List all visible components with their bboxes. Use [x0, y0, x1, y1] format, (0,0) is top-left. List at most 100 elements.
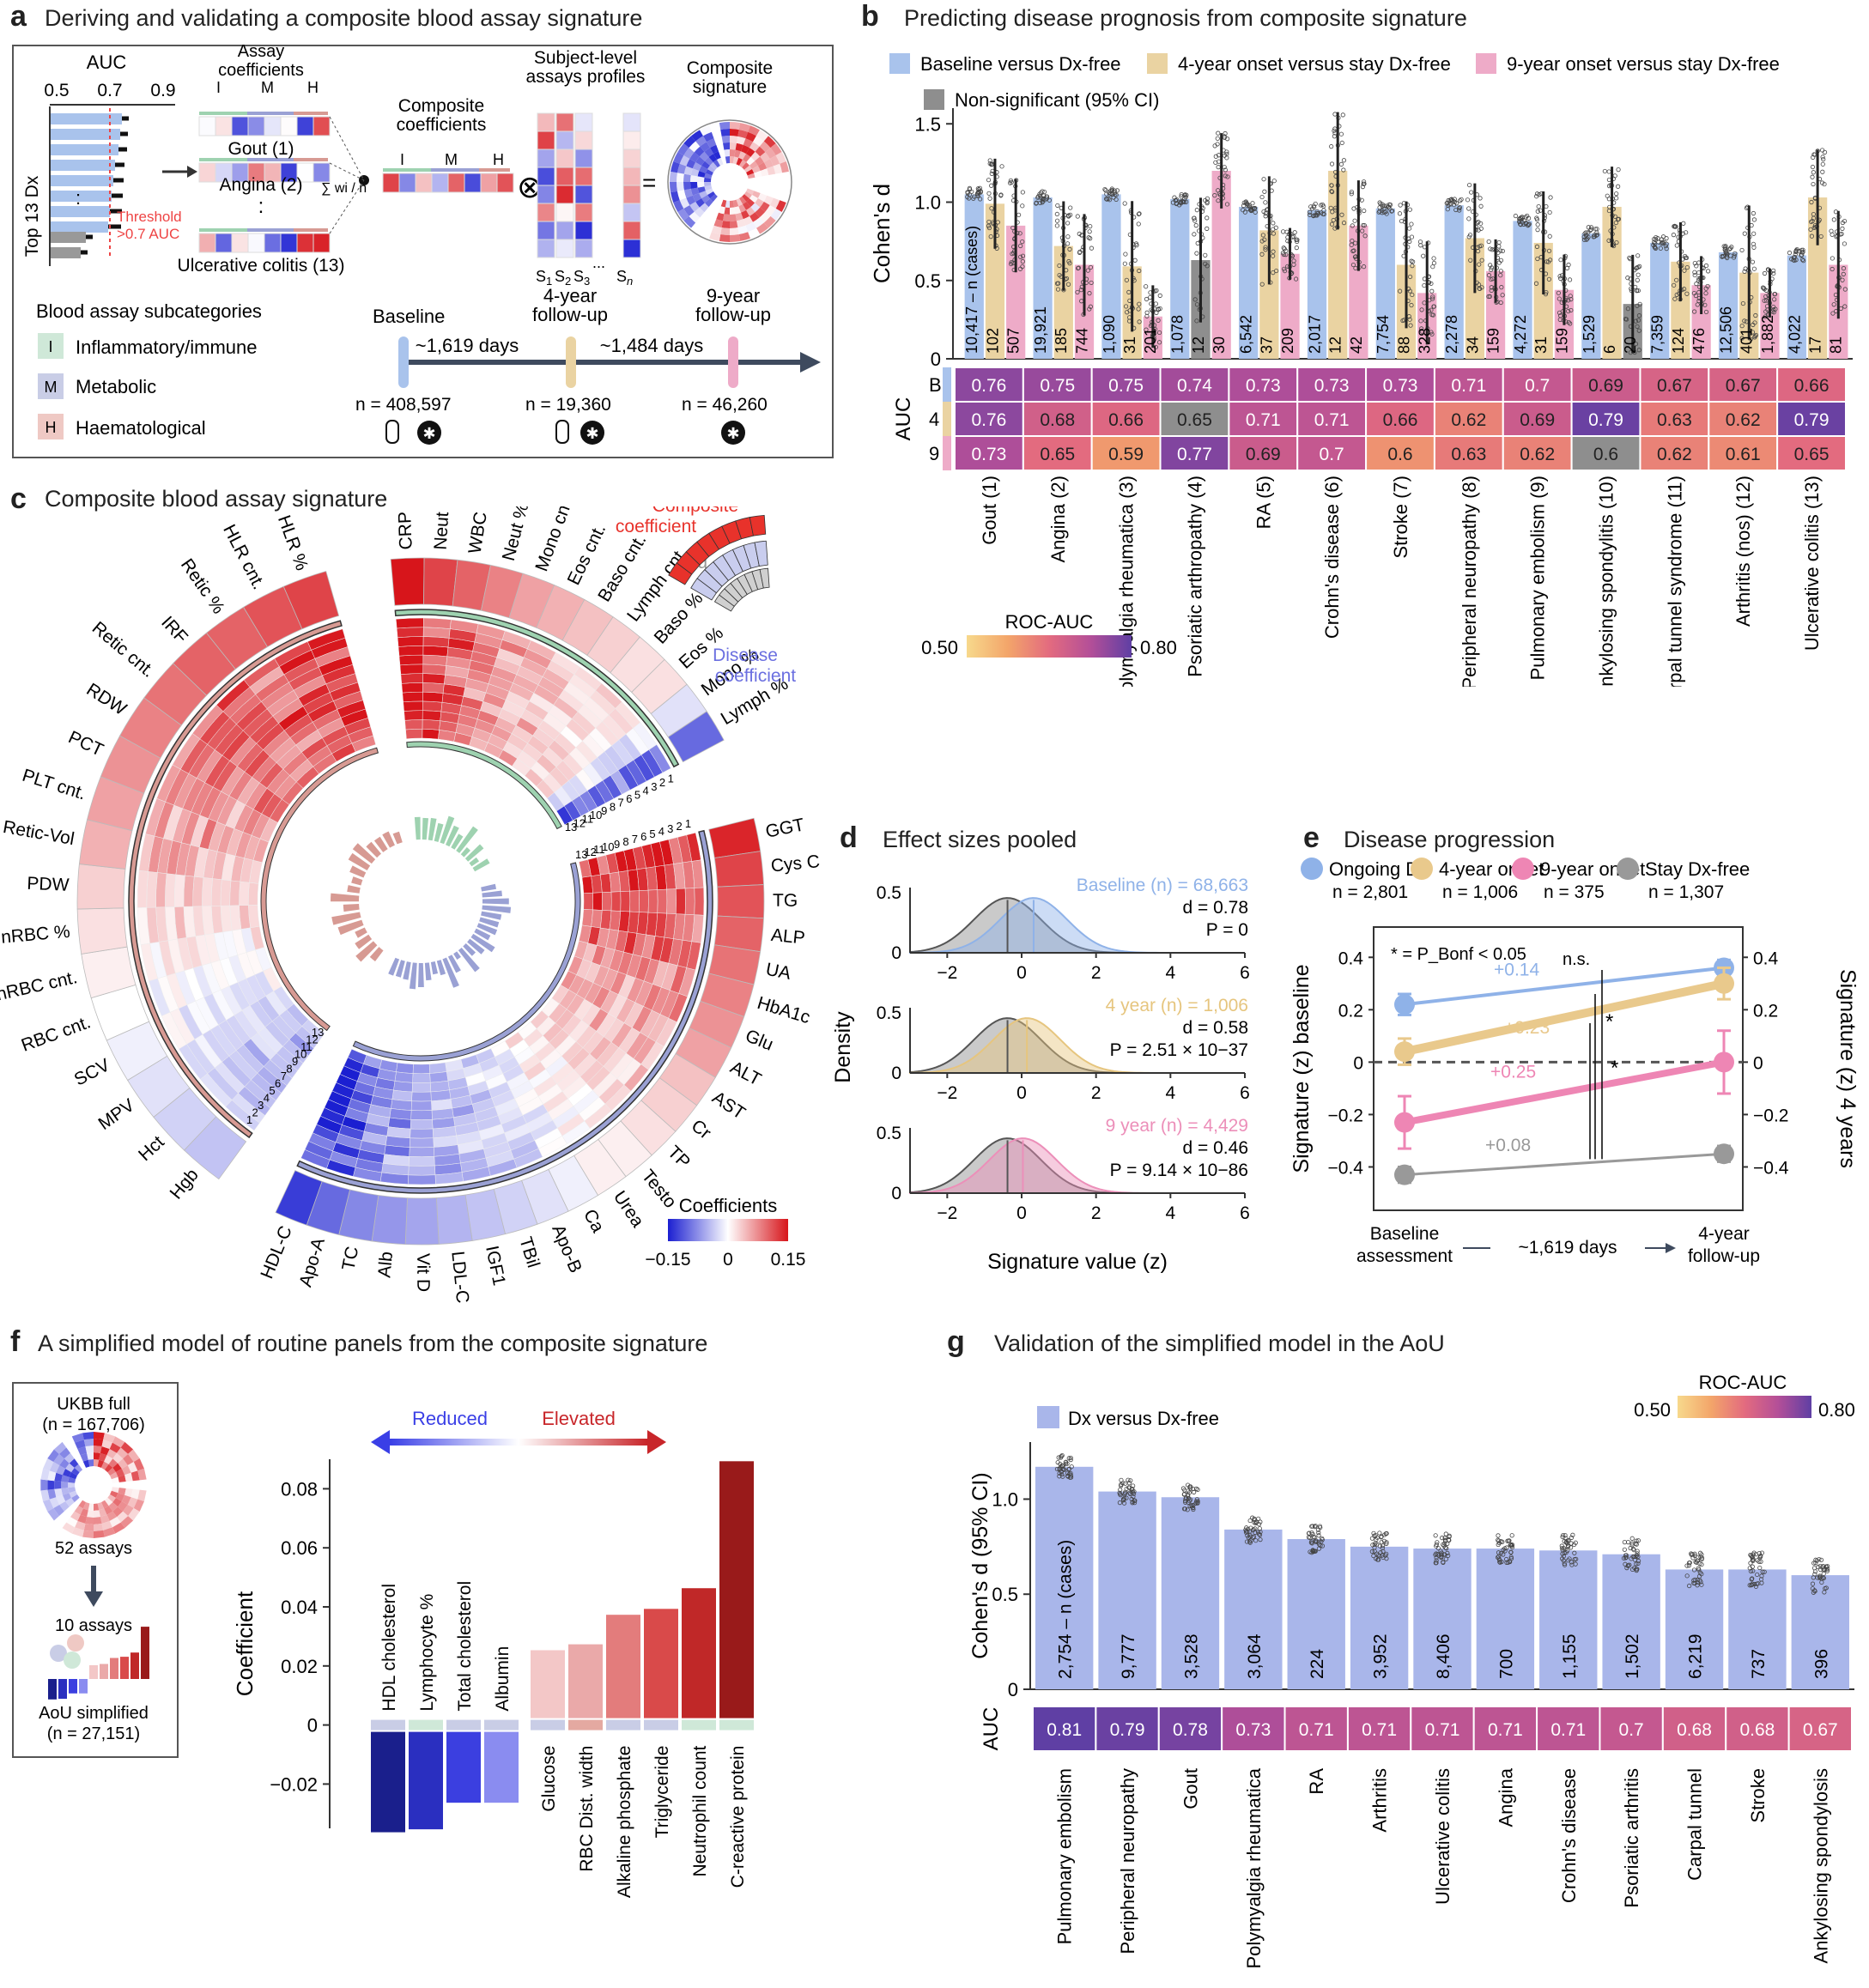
- thumbnail-cell: [742, 194, 749, 202]
- thumbnail-cell: [671, 161, 680, 173]
- thumbnail-cell: [763, 136, 776, 148]
- g-bootstrap-point: [1623, 1555, 1629, 1560]
- e-ylabel-right: Signature (z) 4 years: [1836, 969, 1860, 1168]
- b-auc-value: 0.73: [1246, 376, 1281, 396]
- auc-bar: [50, 221, 108, 233]
- c-group-band: [394, 609, 680, 768]
- b-bootstrap-point: [1329, 161, 1335, 167]
- g-bar: [1413, 1549, 1472, 1689]
- b-bootstrap-point: [1518, 217, 1523, 222]
- composite-coef-row: [382, 168, 514, 193]
- b-bar: [1444, 205, 1464, 359]
- g-bootstrap-point: [1443, 1556, 1448, 1561]
- c-sd-bar: [456, 826, 478, 853]
- f-thumbnail-cell: [110, 1472, 118, 1480]
- c-heat-cell: [422, 673, 446, 685]
- e-series-line: [1404, 1058, 1725, 1126]
- g-ytick: 0: [1008, 1679, 1018, 1700]
- b-bootstrap-point: [1205, 264, 1210, 269]
- b-bootstrap-point: [975, 194, 980, 199]
- g-bootstrap-point: [1433, 1561, 1438, 1566]
- f-bar: [644, 1609, 678, 1718]
- g-bootstrap-point: [1565, 1548, 1570, 1554]
- b-bootstrap-point: [1089, 280, 1094, 286]
- b-bar: [1349, 225, 1368, 359]
- b-bootstrap-point: [1361, 222, 1366, 228]
- g-ytick: 1.0: [992, 1488, 1018, 1510]
- f-thumbnail-cell: [40, 1479, 48, 1491]
- g-n-label: 737: [1749, 1649, 1769, 1679]
- b-bootstrap-point: [1466, 234, 1472, 239]
- g-bootstrap-point: [1570, 1532, 1575, 1537]
- subcat-m-name: Metabolic: [76, 376, 156, 397]
- c-assay-label: WBC: [465, 511, 491, 555]
- f-category-label: Triglyceride: [652, 1746, 672, 1839]
- g-n-label: 9,777: [1119, 1633, 1138, 1679]
- b-bootstrap-point: [1558, 276, 1563, 282]
- b-bootstrap-point: [1635, 303, 1640, 308]
- b-bootstrap-point: [1723, 244, 1728, 249]
- c-assay-label: CRP: [395, 512, 416, 550]
- thumbnail-cell: [749, 161, 758, 169]
- thumbnail-cell: [743, 191, 752, 199]
- c-heat-cell: [591, 874, 603, 894]
- b-bar: [1307, 209, 1327, 359]
- c-sd-bar: [481, 911, 502, 920]
- b-bootstrap-point: [1684, 291, 1690, 296]
- b-bootstrap-point: [1547, 233, 1552, 239]
- c-sd-bar: [469, 857, 480, 867]
- g-ylabel: Cohen's d (95% CI): [968, 1472, 992, 1658]
- thumbnail-cell: [724, 207, 730, 215]
- e-ytick-right: −0.2: [1753, 1106, 1788, 1125]
- c-heat-cell: [422, 636, 450, 648]
- b-bootstrap-point: [1606, 177, 1612, 183]
- b-bootstrap-point: [1087, 229, 1092, 234]
- thumbnail-cell: [739, 160, 747, 168]
- b-bootstrap-point: [1075, 289, 1080, 295]
- thumbnail-cell: [673, 152, 684, 164]
- g-bootstrap-point: [1747, 1583, 1752, 1588]
- g-bootstrap-point: [1380, 1545, 1385, 1550]
- d-ytick: 0: [891, 1184, 901, 1203]
- c-assay-label: Apo-B: [548, 1222, 586, 1276]
- b-bootstrap-point: [1281, 245, 1286, 251]
- g-bootstrap-point: [1635, 1554, 1641, 1560]
- b-auc-value: 0.69: [1588, 376, 1623, 396]
- b-bootstrap-point: [1801, 258, 1806, 264]
- coef-cell: [296, 233, 314, 253]
- b-bootstrap-point: [1349, 191, 1354, 197]
- b-bootstrap-point: [1488, 246, 1493, 252]
- c-heat-cell: [300, 1149, 331, 1169]
- coef-cell: [231, 116, 249, 136]
- panel-c-legend: Compositecoefficients.d.Diseasecoefficie…: [616, 506, 806, 1270]
- b-category-label: Crohn's disease (6): [1321, 476, 1343, 639]
- c-sd-bar: [347, 885, 361, 894]
- f-thumbnail-cell: [94, 1446, 102, 1453]
- thumbnail-cell: [700, 142, 710, 152]
- e-legend-n: n = 375: [1544, 882, 1605, 902]
- thumbnail-cell: [679, 155, 690, 167]
- b-ytick: 0: [931, 349, 941, 370]
- f-mini-bar: [79, 1679, 88, 1694]
- b-bar: [1465, 238, 1485, 359]
- thumbnail-cell: [690, 187, 700, 196]
- c-ring-index: 1: [685, 817, 691, 830]
- subject-profile-columns: [537, 112, 641, 258]
- profile-cell: [537, 221, 555, 240]
- thumbnail-cell: [720, 129, 730, 136]
- c-heat-cell: [404, 710, 423, 721]
- c-composite-cell: [713, 851, 764, 888]
- thumbnail-cell: [719, 234, 730, 242]
- b-bar: [1485, 270, 1506, 359]
- b-bootstrap-point: [1773, 306, 1778, 312]
- c-ring-index: 5: [649, 827, 655, 840]
- f-thumbnail-cell: [97, 1459, 105, 1468]
- b-bootstrap-point: [1418, 243, 1423, 248]
- c-group-band: [128, 620, 343, 1139]
- g-bootstrap-point: [1118, 1487, 1123, 1493]
- thumbnail-cell: [745, 221, 756, 233]
- thumbnail-cell: [738, 232, 750, 241]
- thumbnail-cell: [730, 207, 736, 215]
- b-bootstrap-point: [1349, 242, 1354, 247]
- e-xlabel-0b: assessment: [1356, 1246, 1453, 1266]
